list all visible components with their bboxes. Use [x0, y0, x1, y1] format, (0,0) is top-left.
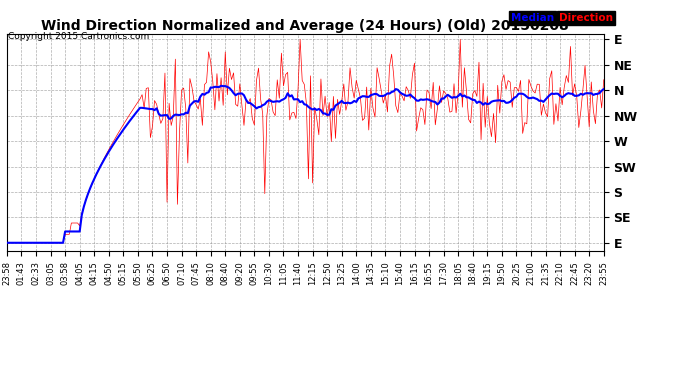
- Text: Median: Median: [511, 13, 553, 22]
- Text: Copyright 2015 Cartronics.com: Copyright 2015 Cartronics.com: [8, 32, 150, 41]
- Text: Direction: Direction: [559, 13, 613, 22]
- Title: Wind Direction Normalized and Average (24 Hours) (Old) 20150208: Wind Direction Normalized and Average (2…: [41, 19, 569, 33]
